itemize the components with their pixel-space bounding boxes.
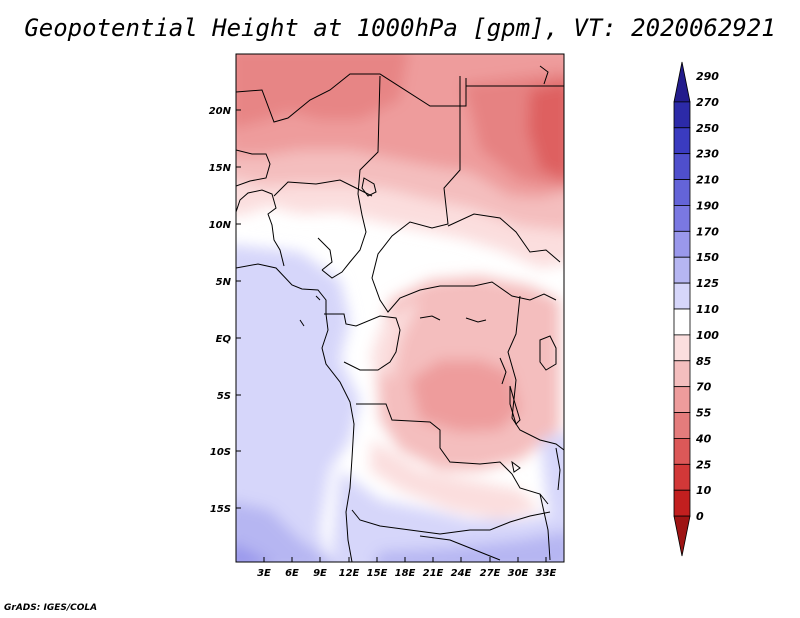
colorbar-swatch bbox=[673, 438, 691, 465]
lon-label: 15E bbox=[367, 568, 388, 579]
lat-label: 5N bbox=[216, 277, 232, 288]
lat-label: 10N bbox=[209, 220, 232, 231]
colorbar-level-label: 0 bbox=[696, 510, 704, 523]
colorbar-swatch bbox=[673, 256, 691, 284]
colorbar-level-label: 40 bbox=[695, 432, 712, 445]
lat-label: 10S bbox=[210, 447, 231, 458]
lon-label: 24E bbox=[451, 568, 472, 579]
longitude-axis: 3E 6E 9E 12E 15E 18E 21E 24E 27E 30E 33E bbox=[257, 557, 557, 579]
colorbar-level-label: 290 bbox=[696, 70, 719, 83]
colorbar-level-label: 110 bbox=[696, 303, 719, 316]
lat-label: 20N bbox=[209, 106, 232, 117]
latitude-axis: 20N 15N 10N 5N EQ 5S 10S 15S bbox=[209, 106, 241, 515]
map-frame bbox=[235, 53, 565, 563]
colorbar-level-label: 85 bbox=[696, 355, 712, 368]
colorbar-swatch bbox=[673, 360, 691, 388]
lon-label: 3E bbox=[257, 568, 271, 579]
lon-label: 30E bbox=[508, 568, 529, 579]
colorbar-swatch bbox=[673, 282, 691, 310]
height-field-shading bbox=[236, 54, 564, 562]
colorbar-level-label: 210 bbox=[696, 174, 719, 187]
colorbar-level-label: 150 bbox=[696, 251, 719, 264]
colorbar: 2902702502302101901701501251101008570554… bbox=[673, 61, 719, 557]
colorbar-swatch bbox=[673, 308, 691, 336]
lon-label: 33E bbox=[536, 568, 557, 579]
lon-label: 9E bbox=[313, 568, 327, 579]
colorbar-swatch bbox=[673, 205, 691, 232]
colorbar-level-label: 125 bbox=[696, 277, 719, 290]
colorbar-level-label: 230 bbox=[696, 148, 719, 161]
lat-label: 15S bbox=[210, 504, 231, 515]
lon-label: 18E bbox=[395, 568, 416, 579]
colorbar-swatch bbox=[673, 179, 691, 206]
colorbar-swatch bbox=[673, 515, 691, 557]
colorbar-level-label: 190 bbox=[696, 199, 719, 212]
colorbar-level-label: 170 bbox=[696, 225, 719, 238]
footer-credit: GrADS: IGES/COLA bbox=[4, 603, 98, 613]
colorbar-swatch bbox=[673, 61, 691, 103]
colorbar-swatch bbox=[673, 489, 691, 517]
lon-label: 21E bbox=[423, 568, 444, 579]
colorbar-swatch bbox=[673, 153, 691, 180]
colorbar-swatch bbox=[673, 334, 691, 362]
lat-label: 5S bbox=[217, 391, 231, 402]
colorbar-level-label: 25 bbox=[696, 458, 712, 471]
lat-label: EQ bbox=[216, 334, 232, 345]
colorbar-level-label: 70 bbox=[696, 381, 712, 394]
lon-label: 27E bbox=[480, 568, 501, 579]
colorbar-swatch bbox=[673, 386, 691, 413]
map-title: Geopotential Height at 1000hPa [gpm], VT… bbox=[24, 14, 776, 42]
lon-label: 6E bbox=[285, 568, 299, 579]
colorbar-level-label: 270 bbox=[696, 96, 719, 109]
colorbar-swatch bbox=[673, 127, 691, 155]
lon-label: 12E bbox=[339, 568, 360, 579]
colorbar-level-label: 10 bbox=[696, 484, 712, 497]
colorbar-swatch bbox=[673, 412, 691, 439]
lat-label: 15N bbox=[209, 163, 232, 174]
country-borders bbox=[236, 65, 564, 562]
colorbar-swatch bbox=[673, 463, 691, 491]
colorbar-swatch bbox=[673, 101, 691, 129]
colorbar-level-label: 250 bbox=[696, 122, 719, 135]
colorbar-swatch bbox=[673, 230, 691, 258]
colorbar-level-label: 55 bbox=[696, 407, 712, 420]
colorbar-level-label: 100 bbox=[696, 329, 719, 342]
